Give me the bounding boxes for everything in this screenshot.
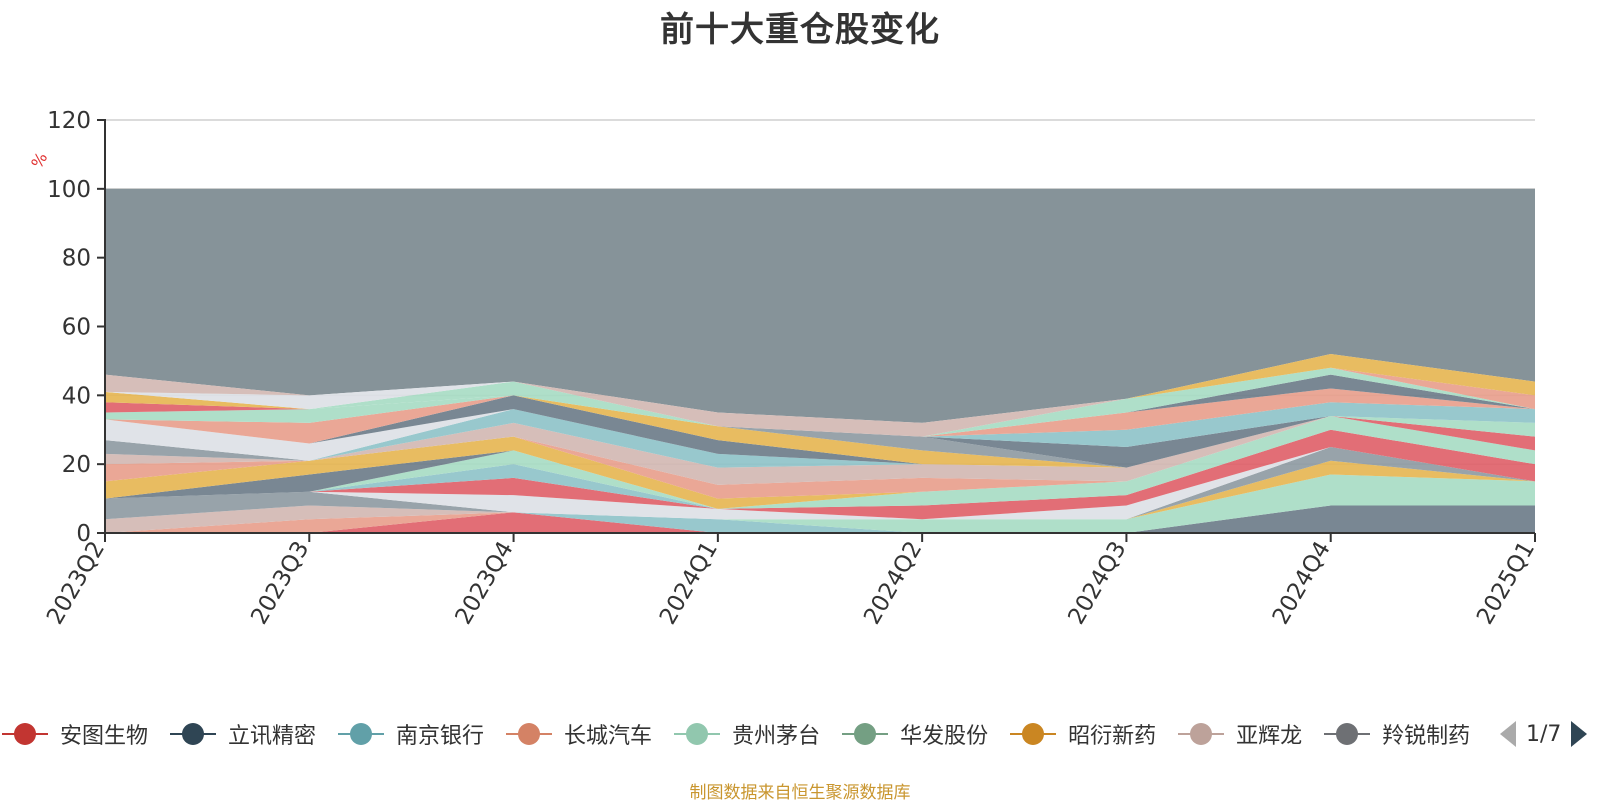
legend-item-0[interactable]: 安图生物 xyxy=(0,714,148,754)
y-tick-label-4: 80 xyxy=(62,246,91,272)
legend-marker-icon xyxy=(1178,723,1225,745)
legend-item-2[interactable]: 南京银行 xyxy=(336,714,484,754)
area-band-3[interactable] xyxy=(105,474,1535,533)
x-tick-label-6: 2024Q4 xyxy=(1268,537,1336,629)
x-tick-label-0: 2023Q2 xyxy=(42,537,110,629)
legend-prev-icon[interactable] xyxy=(1498,719,1518,749)
x-tick-label-2: 2023Q4 xyxy=(451,537,519,629)
area-band-19[interactable] xyxy=(105,409,1535,468)
area-band-2[interactable] xyxy=(105,505,1535,533)
y-tick-label-0: 0 xyxy=(76,521,91,547)
legend-marker-icon xyxy=(170,723,217,745)
legend-marker-icon xyxy=(842,723,889,745)
legend-pager: 1/7 xyxy=(1498,714,1589,754)
source-note: 制图数据来自恒生聚源数据库 xyxy=(689,783,911,803)
legend-label: 羚锐制药 xyxy=(1382,724,1471,749)
legend-marker-icon xyxy=(674,723,721,745)
legend-label: 安图生物 xyxy=(60,724,149,749)
area-band-15[interactable] xyxy=(105,415,1535,485)
area-band-7[interactable] xyxy=(105,446,1535,520)
area-band-4[interactable] xyxy=(105,460,1535,533)
legend-marker-icon xyxy=(1010,723,1057,745)
legend-item-8[interactable]: 羚锐制药 xyxy=(1322,714,1470,754)
legend-item-6[interactable]: 昭衍新药 xyxy=(1008,714,1156,754)
legend: 安图生物 立讯精密 南京银行 长城汽车 贵州茅台 华发股份 昭衍新药 亚辉龙 羚锐制药 1/7 xyxy=(0,714,1600,754)
x-tick-label-5: 2024Q3 xyxy=(1063,537,1131,629)
y-axis-unit-label: % xyxy=(27,149,51,172)
area-series[interactable] xyxy=(105,188,1535,533)
x-tick-label-1: 2023Q3 xyxy=(246,537,314,629)
legend-label: 南京银行 xyxy=(396,724,485,749)
legend-label: 昭衍新药 xyxy=(1068,724,1157,749)
legend-item-4[interactable]: 贵州茅台 xyxy=(672,714,820,754)
area-band-34[interactable] xyxy=(105,367,1535,437)
area-band-1[interactable] xyxy=(105,505,1535,533)
stacked-area-chart: 0 20 40 60 80 100 120 2023Q2 2023Q3 2023Q4 2024Q1 2… xyxy=(27,108,1540,629)
x-tick-label-3: 2024Q1 xyxy=(655,537,723,629)
x-tick-label-7: 2025Q1 xyxy=(1472,537,1540,629)
area-band-5[interactable] xyxy=(105,460,1535,533)
legend-label: 亚辉龙 xyxy=(1236,724,1303,749)
legend-marker-icon xyxy=(2,723,48,745)
area-band-rest[interactable] xyxy=(105,188,1535,423)
legend-next-icon[interactable] xyxy=(1569,719,1589,749)
y-tick-label-2: 40 xyxy=(62,383,91,409)
legend-item-3[interactable]: 长城汽车 xyxy=(504,714,652,754)
y-tick-label-5: 100 xyxy=(47,177,91,203)
legend-label: 长城汽车 xyxy=(564,724,653,749)
legend-items: 安图生物 立讯精密 南京银行 长城汽车 贵州茅台 华发股份 昭衍新药 亚辉龙 羚锐制药 xyxy=(0,714,1480,754)
legend-item-1[interactable]: 立讯精密 xyxy=(168,714,316,754)
area-band-25[interactable] xyxy=(105,395,1535,468)
legend-label: 贵州茅台 xyxy=(732,724,821,749)
area-band-28[interactable] xyxy=(105,388,1535,437)
area-band-20[interactable] xyxy=(105,395,1535,468)
area-band-14[interactable] xyxy=(105,415,1535,499)
chart-title: 前十大重仓股变化 xyxy=(660,10,940,50)
x-tick-label-4: 2024Q2 xyxy=(859,537,927,629)
y-tick-label-3: 60 xyxy=(62,315,91,341)
legend-marker-icon xyxy=(1324,723,1371,745)
legend-marker-icon xyxy=(506,723,553,745)
area-band-30[interactable] xyxy=(105,367,1535,437)
area-band-13[interactable] xyxy=(105,415,1535,509)
legend-item-5[interactable]: 华发股份 xyxy=(840,714,988,754)
area-band-18[interactable] xyxy=(105,409,1535,468)
y-tick-label-6: 120 xyxy=(47,108,91,134)
y-tick-label-1: 20 xyxy=(62,452,91,478)
legend-page-indicator: 1/7 xyxy=(1526,721,1562,747)
legend-item-7[interactable]: 亚辉龙 xyxy=(1176,714,1302,754)
legend-marker-icon xyxy=(338,723,385,745)
area-band-0[interactable] xyxy=(105,505,1535,533)
area-band-8[interactable] xyxy=(105,446,1535,520)
legend-label: 华发股份 xyxy=(900,724,989,749)
legend-label: 立讯精密 xyxy=(228,724,317,749)
area-band-26[interactable] xyxy=(105,395,1535,447)
